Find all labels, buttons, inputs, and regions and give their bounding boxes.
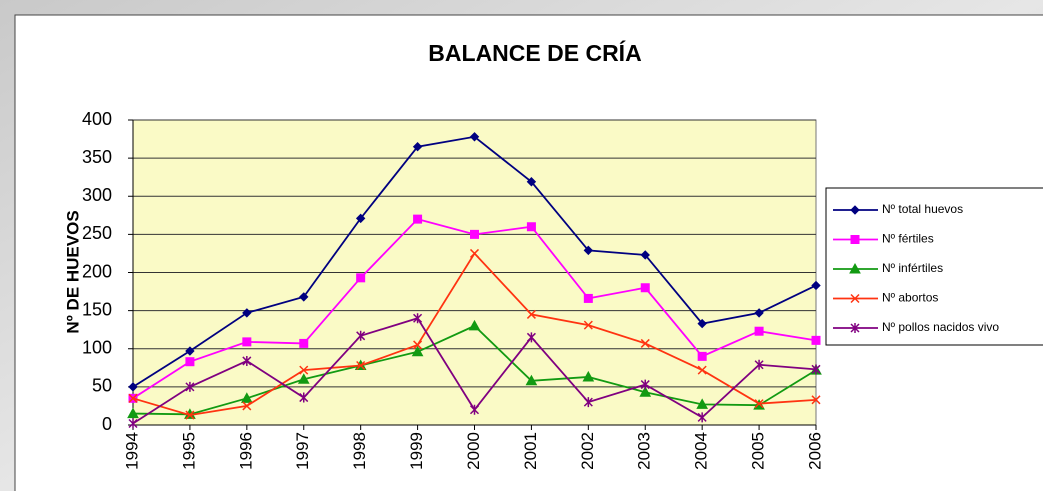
- marker: [299, 338, 309, 348]
- x-tick-label: 2000: [464, 432, 483, 470]
- y-tick-label: 100: [82, 338, 112, 358]
- marker: [356, 330, 366, 341]
- marker: [583, 293, 593, 303]
- marker: [470, 229, 479, 239]
- marker: [128, 393, 138, 403]
- marker: [696, 398, 709, 409]
- legend: [825, 187, 1043, 346]
- marker: [299, 392, 309, 403]
- marker: [185, 381, 195, 392]
- x-tick-label: 1999: [407, 432, 426, 470]
- legend-label: Nº fértiles: [882, 232, 934, 246]
- marker: [413, 340, 423, 350]
- marker: [412, 141, 423, 152]
- marker: [754, 399, 764, 409]
- marker: [185, 357, 195, 367]
- y-tick-label: 200: [82, 261, 112, 281]
- marker: [754, 308, 764, 318]
- marker: [242, 308, 252, 318]
- x-tick-label: 2001: [521, 432, 540, 470]
- marker: [297, 373, 310, 384]
- marker: [697, 365, 707, 375]
- marker: [640, 250, 650, 260]
- marker: [697, 351, 707, 361]
- x-tick-label: 1996: [236, 432, 255, 470]
- marker: [128, 418, 138, 429]
- marker: [526, 309, 536, 319]
- marker: [411, 345, 424, 357]
- chart-title: BALANCE DE CRÍA: [428, 39, 641, 66]
- marker: [754, 359, 764, 370]
- marker: [468, 319, 481, 331]
- marker: [525, 374, 538, 386]
- marker: [526, 222, 536, 232]
- marker: [811, 395, 821, 405]
- marker: [583, 320, 593, 330]
- y-tick-label: 300: [82, 185, 112, 205]
- marker: [185, 346, 195, 356]
- y-tick-label: 50: [92, 376, 112, 396]
- marker: [128, 382, 138, 392]
- marker: [185, 410, 195, 420]
- legend-label: Nº infértiles: [882, 261, 943, 275]
- x-tick-label: 2006: [805, 432, 824, 470]
- y-tick-label: 350: [82, 147, 112, 167]
- marker: [639, 386, 652, 397]
- marker: [299, 365, 309, 375]
- marker: [469, 248, 480, 258]
- marker: [754, 326, 764, 336]
- legend-label: Nº total huevos: [882, 202, 963, 216]
- legend-label: Nº pollos nacidos vivo: [882, 320, 999, 334]
- marker: [242, 337, 252, 347]
- x-tick-label: 2005: [749, 432, 768, 470]
- marker: [582, 370, 595, 382]
- x-tick-label: 2002: [578, 432, 597, 470]
- marker: [640, 283, 650, 293]
- x-tick-label: 2004: [692, 432, 711, 470]
- x-tick-label: 2003: [635, 432, 654, 470]
- marker: [849, 262, 861, 274]
- marker: [242, 355, 252, 366]
- legend-label: Nº abortos: [882, 291, 938, 305]
- marker: [242, 401, 252, 411]
- y-tick-label: 400: [82, 109, 112, 129]
- marker: [356, 273, 366, 283]
- marker: [850, 293, 860, 304]
- marker: [583, 397, 593, 408]
- marker: [526, 332, 536, 343]
- y-axis-label: Nº DE HUEVOS: [63, 210, 82, 333]
- marker: [583, 245, 594, 256]
- marker: [640, 338, 650, 348]
- marker: [640, 379, 650, 390]
- x-tick-label: 1997: [293, 432, 312, 470]
- y-tick-label: 250: [82, 223, 112, 243]
- marker: [811, 335, 821, 345]
- marker: [811, 280, 821, 291]
- marker: [413, 313, 423, 324]
- marker: [127, 407, 139, 419]
- marker: [526, 177, 537, 187]
- x-tick-label: 1994: [122, 432, 141, 470]
- marker: [356, 360, 366, 371]
- marker: [697, 318, 707, 329]
- y-tick-label: 0: [102, 414, 112, 434]
- marker: [850, 205, 860, 215]
- x-tick-label: 1998: [350, 432, 369, 470]
- marker: [697, 412, 707, 423]
- marker: [469, 132, 480, 142]
- marker: [469, 404, 480, 415]
- marker: [413, 214, 423, 224]
- x-tick-label: 1995: [179, 432, 198, 470]
- marker: [240, 392, 253, 403]
- marker: [299, 292, 309, 302]
- marker: [850, 323, 860, 333]
- marker: [850, 235, 860, 244]
- marker: [355, 213, 366, 224]
- y-tick-label: 150: [82, 299, 112, 319]
- marker: [811, 364, 821, 375]
